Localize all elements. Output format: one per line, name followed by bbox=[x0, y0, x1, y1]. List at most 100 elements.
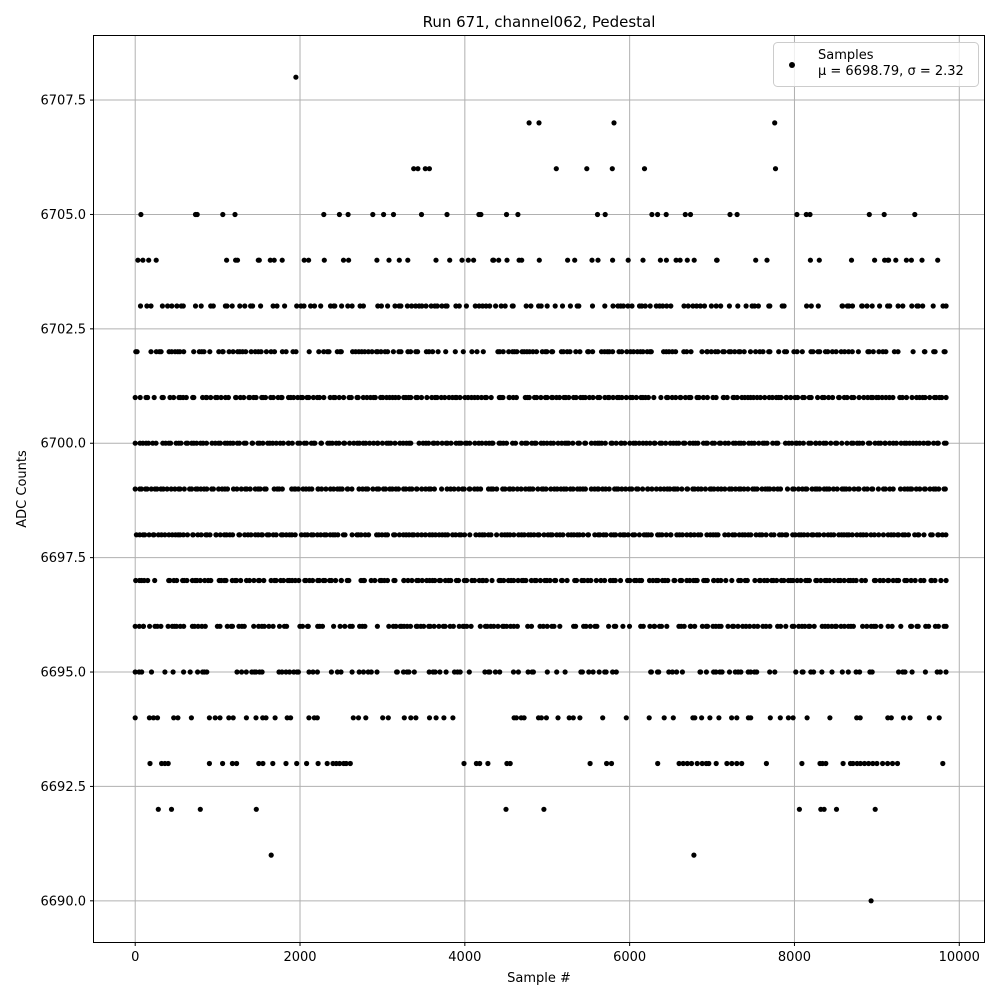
data-point bbox=[846, 303, 852, 309]
data-point bbox=[537, 577, 544, 584]
data-point bbox=[426, 715, 433, 721]
data-point bbox=[411, 532, 417, 538]
data-point bbox=[931, 440, 937, 446]
data-point bbox=[688, 349, 694, 355]
data-point bbox=[502, 486, 508, 492]
data-point bbox=[723, 577, 729, 584]
data-point bbox=[613, 440, 619, 446]
data-point bbox=[175, 715, 181, 721]
data-point bbox=[415, 166, 421, 172]
data-point bbox=[334, 669, 340, 675]
data-point bbox=[744, 577, 750, 584]
data-point bbox=[573, 577, 580, 584]
data-point bbox=[230, 440, 236, 446]
data-point bbox=[715, 349, 721, 355]
data-point bbox=[872, 257, 878, 263]
data-point bbox=[833, 623, 840, 629]
data-point bbox=[916, 532, 922, 538]
data-point bbox=[630, 349, 637, 355]
data-point bbox=[392, 440, 398, 446]
data-point bbox=[224, 303, 230, 309]
data-point bbox=[430, 349, 436, 355]
data-point bbox=[279, 669, 285, 675]
data-point bbox=[388, 440, 394, 446]
data-point bbox=[754, 486, 760, 492]
data-point bbox=[253, 669, 259, 675]
data-point bbox=[538, 394, 544, 401]
data-point bbox=[495, 623, 501, 629]
data-point bbox=[577, 715, 583, 721]
data-point bbox=[533, 440, 539, 446]
data-point bbox=[263, 349, 269, 355]
data-point bbox=[457, 394, 463, 401]
data-point bbox=[448, 440, 454, 446]
data-point bbox=[688, 394, 694, 401]
data-point bbox=[633, 394, 640, 401]
data-point bbox=[668, 532, 674, 538]
data-point bbox=[251, 623, 257, 629]
data-point bbox=[513, 394, 520, 401]
data-point bbox=[938, 577, 944, 584]
data-point bbox=[815, 303, 821, 309]
data-point bbox=[392, 532, 398, 538]
data-point bbox=[246, 577, 253, 584]
data-point bbox=[162, 669, 168, 675]
data-point bbox=[936, 715, 942, 721]
data-point bbox=[724, 760, 730, 767]
data-point bbox=[471, 577, 478, 584]
data-point bbox=[624, 349, 630, 355]
data-point bbox=[583, 623, 589, 629]
data-point bbox=[250, 440, 256, 446]
data-point bbox=[789, 440, 795, 446]
data-point bbox=[692, 715, 698, 721]
data-point bbox=[570, 440, 576, 446]
data-point bbox=[872, 806, 878, 812]
data-point bbox=[681, 623, 687, 629]
data-point bbox=[329, 440, 335, 446]
data-point bbox=[214, 394, 220, 401]
data-point bbox=[171, 394, 177, 401]
data-point bbox=[483, 577, 489, 584]
data-point bbox=[857, 760, 864, 767]
data-point bbox=[257, 486, 263, 492]
data-point bbox=[663, 532, 669, 538]
data-point bbox=[909, 669, 915, 675]
data-point bbox=[378, 349, 384, 355]
data-point bbox=[419, 577, 425, 584]
data-point bbox=[833, 806, 840, 812]
data-point bbox=[437, 669, 443, 675]
data-point bbox=[643, 440, 650, 446]
data-point bbox=[741, 440, 747, 446]
data-point bbox=[831, 577, 837, 584]
data-point bbox=[521, 532, 527, 538]
data-point bbox=[338, 349, 344, 355]
data-point bbox=[318, 532, 324, 538]
data-point bbox=[912, 577, 918, 584]
data-point bbox=[283, 760, 289, 767]
data-point bbox=[560, 532, 566, 538]
data-point bbox=[603, 669, 609, 675]
data-point bbox=[346, 257, 352, 263]
data-point bbox=[871, 532, 878, 538]
data-point bbox=[365, 486, 371, 492]
data-point bbox=[457, 669, 463, 675]
data-point bbox=[794, 577, 800, 584]
data-point bbox=[699, 760, 705, 767]
data-point bbox=[566, 440, 572, 446]
data-point bbox=[530, 486, 536, 492]
data-point bbox=[165, 303, 171, 309]
data-point bbox=[642, 303, 648, 309]
data-point bbox=[310, 577, 316, 584]
data-point bbox=[308, 303, 314, 309]
data-point bbox=[841, 623, 848, 629]
data-point bbox=[606, 394, 612, 401]
data-point bbox=[146, 257, 152, 263]
data-point bbox=[393, 623, 399, 629]
data-point bbox=[907, 715, 913, 721]
data-point bbox=[345, 486, 351, 492]
data-point bbox=[833, 349, 839, 355]
legend-box bbox=[773, 42, 979, 87]
data-point bbox=[708, 303, 715, 309]
data-point bbox=[572, 257, 578, 263]
data-point bbox=[442, 623, 448, 629]
